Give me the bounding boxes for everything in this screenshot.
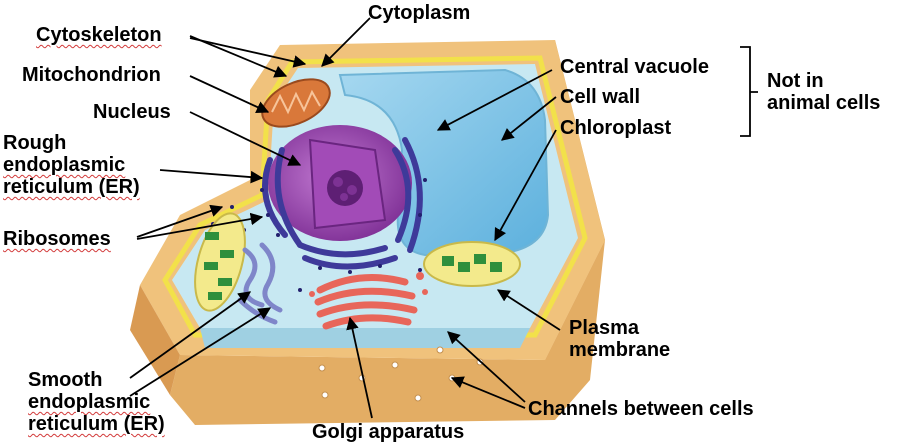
label-golgi: Golgi apparatus xyxy=(312,421,465,443)
label-plasma-line1: Plasma xyxy=(569,317,640,339)
label-smooth-er-line1: Smooth xyxy=(28,369,103,391)
label-rough-er-line1: Rough xyxy=(3,132,67,154)
golgi-vesicles xyxy=(309,272,428,297)
leader-ribosomes-b xyxy=(136,212,264,240)
label-rough-er: Rough endoplasmic reticulum (ER) xyxy=(3,132,140,198)
leader-chloroplast xyxy=(494,129,557,242)
label-nucleus: Nucleus xyxy=(93,101,171,123)
label-chloroplast: Chloroplast xyxy=(560,117,672,139)
label-plasma-line2: membrane xyxy=(569,339,671,361)
label-not-in-line1: Not in xyxy=(767,70,824,92)
leader-channels-a xyxy=(447,331,526,403)
leader-ribosomes-a xyxy=(136,204,224,238)
rough-er-shape xyxy=(262,137,423,270)
label-cytoplasm: Cytoplasm xyxy=(368,2,471,24)
label-mitochondrion: Mitochondrion xyxy=(22,64,161,86)
leader-plasma-membrane xyxy=(496,289,561,331)
leader-smooth-er-b xyxy=(129,307,272,397)
label-smooth-er: Smooth endoplasmic reticulum (ER) xyxy=(28,369,165,435)
label-smooth-er-line3: reticulum (ER) xyxy=(28,413,165,435)
leader-central-vacuole xyxy=(436,69,553,131)
label-rough-er-line3: reticulum (ER) xyxy=(3,176,140,198)
leader-smooth-er-a xyxy=(129,291,252,379)
central-vacuole-shape xyxy=(338,68,550,257)
label-ribosomes: Ribosomes xyxy=(3,228,111,250)
label-central-vacuole: Central vacuole xyxy=(560,56,709,78)
chloroplast-right-shape xyxy=(423,241,521,287)
leader-nucleus xyxy=(189,111,302,166)
label-rough-er-line2: endoplasmic xyxy=(3,154,126,176)
mitochondrion-shape xyxy=(261,78,331,128)
nucleus-shape xyxy=(268,125,412,241)
label-smooth-er-line2: endoplasmic xyxy=(28,391,151,413)
chloroplast-left-shape xyxy=(194,212,246,312)
leader-lines xyxy=(129,17,561,419)
label-not-in-line2: animal cells xyxy=(767,92,881,114)
leader-golgi xyxy=(346,316,373,419)
cell-floor xyxy=(200,328,530,348)
label-cytoskeleton: Cytoskeleton xyxy=(36,24,162,46)
golgi-shape xyxy=(314,274,418,330)
label-plasma-membrane: Plasma membrane xyxy=(569,317,670,361)
label-not-in-animal-cells: Not in animal cells xyxy=(767,70,880,114)
label-cell-wall: Cell wall xyxy=(560,86,641,108)
leader-cell-wall xyxy=(501,96,557,141)
leader-cytoskeleton-b xyxy=(189,37,307,68)
leader-rough-er xyxy=(159,169,264,184)
label-channels: Channels between cells xyxy=(528,398,754,420)
leader-cytoskeleton-a xyxy=(189,35,288,78)
not-in-animal-bracket xyxy=(740,46,758,137)
leader-mitochondrion xyxy=(189,75,270,113)
leader-cytoplasm xyxy=(321,17,371,67)
leader-channels-b xyxy=(450,376,526,409)
